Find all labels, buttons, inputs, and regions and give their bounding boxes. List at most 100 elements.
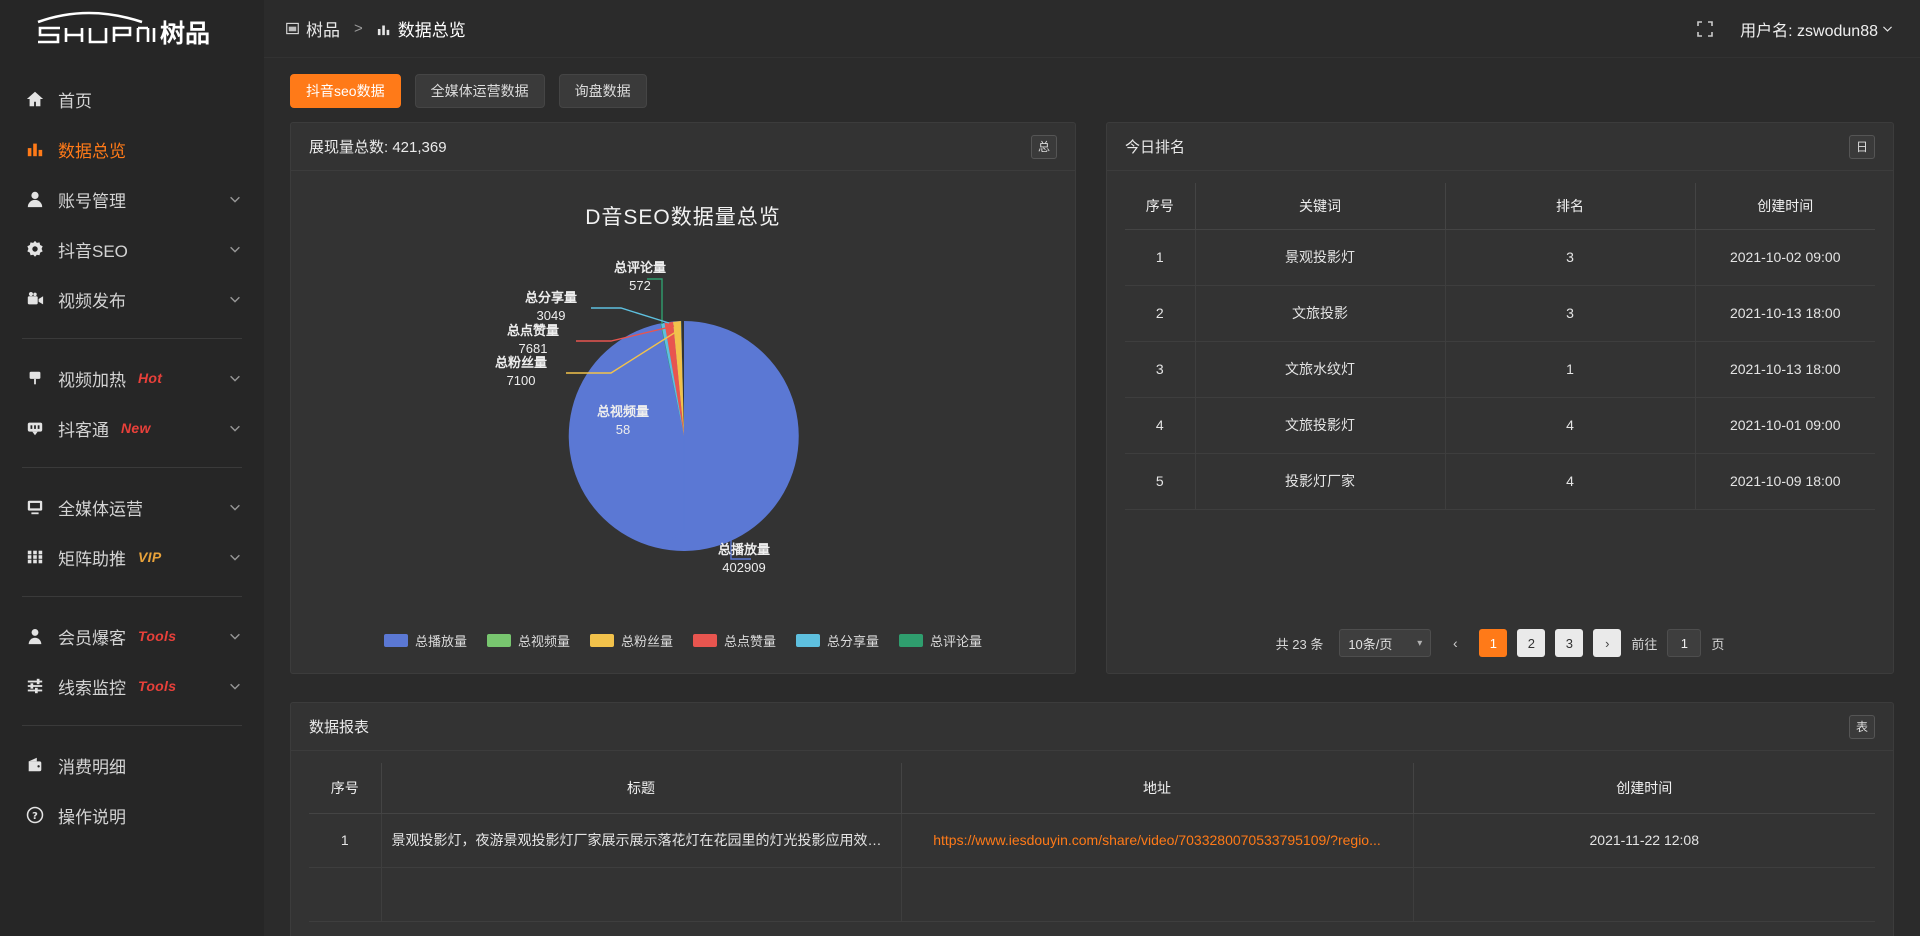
annotation-label: 总视频量 [596, 404, 649, 419]
user-menu[interactable]: 用户名: zswodun88 [1740, 17, 1894, 41]
sidebar-item-label: 首页 [58, 91, 92, 111]
legend-swatch [383, 634, 408, 647]
pagination-page-1[interactable]: 1 [1479, 629, 1508, 657]
table-header-row: 序号 标题 地址 创建时间 [309, 763, 1875, 814]
pagination-jump-unit: 页 [1711, 636, 1725, 652]
sidebar-item-instructions[interactable]: ? 操作说明 [0, 790, 264, 840]
table-row[interactable] [309, 867, 1875, 922]
annotation-value: 7100 [506, 372, 536, 388]
annotation-label: 总粉丝量 [494, 355, 547, 370]
annotation-value: 58 [615, 421, 631, 437]
wallet-icon [24, 754, 46, 776]
content: 抖音seo数据 全媒体运营数据 询盘数据 展现量总数: 421,369 总 D音… [264, 58, 1920, 936]
cell-created: 2021-10-02 09:00 [1695, 229, 1875, 286]
impressions-total-label: 展现量总数: 421,369 [309, 139, 447, 156]
tab-omnimedia-data[interactable]: 全媒体运营数据 [414, 74, 545, 108]
col-index: 序号 [309, 763, 382, 814]
chevron-down-icon: ▾ [1417, 637, 1423, 649]
cell-title: 景观投影灯，夜游景观投影灯厂家展示展示落花灯在花园里的灯光投影应用效果 # [381, 813, 902, 868]
video-camera-icon [24, 288, 46, 310]
pie-stage: 总评论量 572 总分享量 3049 总点赞量 7681 [291, 231, 1075, 631]
cell-address: https://www.iesdouyin.com/share/video/70… [901, 813, 1414, 868]
col-keyword: 关键词 [1195, 183, 1446, 230]
annotation-value: 3049 [536, 307, 566, 323]
fullscreen-icon[interactable] [1696, 20, 1714, 38]
sidebar-item-data-overview[interactable]: 数据总览 [0, 124, 264, 174]
sidebar-item-douketong[interactable]: 抖客通 New [0, 403, 264, 453]
breadcrumb-item-current[interactable]: 数据总览 [377, 16, 466, 41]
rank-card-badge[interactable]: 日 [1848, 134, 1875, 159]
col-rank: 排名 [1445, 183, 1696, 230]
legend-item-fans[interactable]: 总粉丝量 [589, 631, 673, 650]
tab-douyin-seo-data[interactable]: 抖音seo数据 [290, 74, 401, 108]
brand-logo[interactable]: 树品 [0, 0, 264, 58]
sidebar-divider [22, 338, 242, 339]
sidebar-item-tag: Tools [138, 628, 177, 644]
video-link[interactable]: https://www.iesdouyin.com/share/video/70… [933, 832, 1381, 848]
tab-inquiry-data[interactable]: 询盘数据 [558, 74, 647, 108]
sidebar-item-member-boom[interactable]: 会员爆客 Tools [0, 611, 264, 661]
annotation-value: 7681 [518, 340, 548, 356]
cell-keyword: 文旅投影 [1195, 285, 1446, 342]
report-table: 序号 标题 地址 创建时间 1 景观投影灯，夜游景观投影灯厂家展示展示落花灯在花… [309, 763, 1875, 922]
pagination-next[interactable]: › [1593, 629, 1622, 657]
table-row[interactable]: 3 文旅水纹灯 1 2021-10-13 18:00 [1125, 341, 1875, 398]
cell-index: 3 [1125, 341, 1196, 398]
legend-item-likes[interactable]: 总点赞量 [693, 631, 776, 650]
legend-item-plays[interactable]: 总播放量 [383, 631, 467, 650]
pagination-page-2[interactable]: 2 [1517, 629, 1546, 657]
legend-item-videos[interactable]: 总视频量 [486, 631, 570, 650]
sidebar-item-home[interactable]: 首页 [0, 74, 264, 124]
table-row[interactable]: 4 文旅投影灯 4 2021-10-01 09:00 [1125, 397, 1875, 454]
annotation-value: 572 [629, 277, 651, 293]
legend-label: 总分享量 [827, 634, 880, 649]
col-title: 标题 [381, 763, 902, 814]
sidebar-item-video-publish[interactable]: 视频发布 [0, 274, 264, 324]
sidebar-item-account-management[interactable]: 账号管理 [0, 174, 264, 224]
col-address: 地址 [901, 763, 1414, 814]
report-card-title: 数据报表 [309, 719, 370, 736]
sidebar-item-clue-monitor[interactable]: 线索监控 Tools [0, 661, 264, 711]
monitor-icon [24, 496, 46, 518]
user-label: 用户名: zswodun88 [1740, 22, 1878, 40]
sidebar-item-omnimedia[interactable]: 全媒体运营 [0, 482, 264, 532]
pie-card-body: D音SEO数据量总览 [291, 171, 1075, 673]
table-row[interactable]: 5 投影灯厂家 4 2021-10-09 18:00 [1125, 453, 1875, 510]
legend-item-shares[interactable]: 总分享量 [796, 631, 879, 650]
breadcrumb-item-app[interactable]: 树品 [286, 16, 340, 41]
legend-label: 总播放量 [414, 634, 467, 649]
report-card-badge[interactable]: 表 [1848, 714, 1875, 739]
sidebar: 树品 首页 数据总览 [0, 0, 264, 936]
cell-rank: 1 [1445, 341, 1696, 398]
sidebar-item-consumption-detail[interactable]: 消费明细 [0, 740, 264, 790]
col-created: 创建时间 [1413, 763, 1875, 814]
sidebar-item-douyin-seo[interactable]: 抖音SEO [0, 224, 264, 274]
home-icon [24, 88, 46, 110]
cell-rank: 4 [1445, 397, 1696, 454]
app-icon [286, 22, 299, 35]
legend-item-comments[interactable]: 总评论量 [899, 631, 982, 650]
pie-card-badge[interactable]: 总 [1030, 134, 1057, 159]
sidebar-item-video-boost[interactable]: 视频加热 Hot [0, 353, 264, 403]
cell-keyword: 文旅投影灯 [1195, 397, 1446, 454]
annotation-label: 总点赞量 [506, 323, 559, 338]
page-size-select[interactable]: 10条/页 ▾ [1339, 629, 1432, 657]
main-area: 树品 > 数据总览 用户名: zswodun88 [264, 0, 1920, 936]
report-card-header: 数据报表 表 [291, 703, 1893, 751]
table-row[interactable]: 2 文旅投影 3 2021-10-13 18:00 [1125, 285, 1875, 342]
pagination-prev[interactable]: ‹ [1452, 635, 1458, 651]
cell-index: 5 [1125, 453, 1196, 510]
chart-title: D音SEO数据量总览 [585, 206, 781, 229]
pie-chart-svg[interactable] [291, 231, 1077, 631]
table-row[interactable]: 1 景观投影灯，夜游景观投影灯厂家展示展示落花灯在花园里的灯光投影应用效果 # … [309, 813, 1875, 868]
table-row[interactable]: 1 景观投影灯 3 2021-10-02 09:00 [1125, 229, 1875, 286]
pagination-jump-input[interactable] [1667, 629, 1702, 657]
sidebar-item-matrix-push[interactable]: 矩阵助推 VIP [0, 532, 264, 582]
cell-title [381, 867, 902, 922]
sidebar-divider [22, 725, 242, 726]
topbar: 树品 > 数据总览 用户名: zswodun88 [264, 0, 1920, 58]
breadcrumb-separator: > [354, 20, 363, 37]
rocket-icon [24, 367, 46, 389]
pagination-page-3[interactable]: 3 [1555, 629, 1584, 657]
today-ranking-card: 今日排名 日 序号 关键词 排名 创建时间 [1106, 122, 1894, 674]
